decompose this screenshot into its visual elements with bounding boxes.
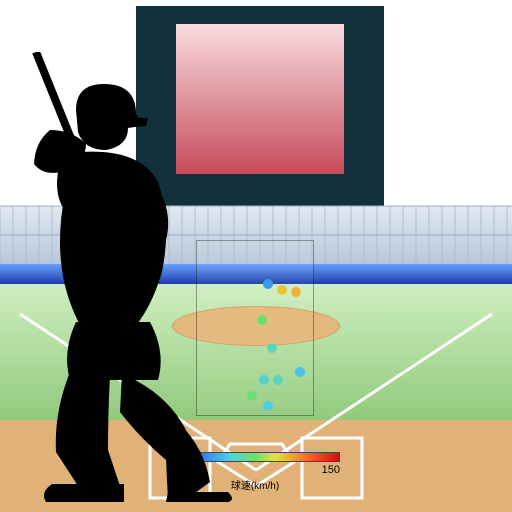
pitch-marker: [291, 287, 301, 297]
pitch-marker: [257, 315, 267, 325]
pitch-marker: [263, 279, 273, 289]
pitch-marker: [273, 375, 283, 385]
batter-silhouette: [0, 52, 250, 502]
pitch-marker: [263, 401, 273, 411]
pitch-marker: [277, 285, 287, 295]
pitch-marker: [295, 367, 305, 377]
pitch-marker: [259, 375, 269, 385]
pitch-marker: [267, 343, 277, 353]
legend-tick-max: 150: [322, 464, 340, 476]
stage: 100 150 球速(km/h): [0, 0, 512, 512]
